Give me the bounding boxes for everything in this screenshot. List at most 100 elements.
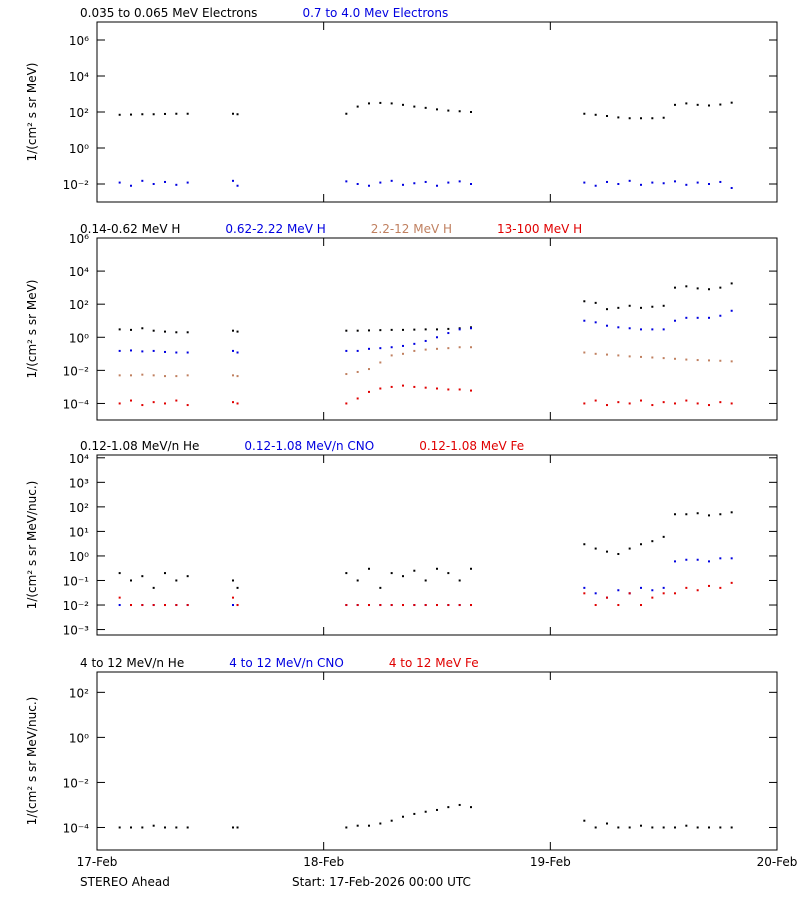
y-tick-label: 10² — [69, 298, 89, 312]
data-point — [617, 826, 620, 829]
data-point — [617, 326, 620, 329]
legend-entry: 13-100 MeV H — [497, 222, 582, 236]
data-point — [186, 351, 189, 354]
data-point — [685, 586, 688, 589]
data-point — [368, 604, 370, 607]
data-point — [368, 567, 370, 570]
data-point — [186, 181, 189, 184]
data-point — [696, 103, 699, 106]
data-point — [628, 327, 631, 330]
data-point — [232, 604, 234, 607]
data-point — [730, 360, 733, 363]
plot-frame — [96, 454, 778, 636]
data-point — [594, 399, 597, 402]
data-point — [685, 358, 688, 361]
data-point — [447, 332, 450, 335]
data-point — [345, 373, 348, 376]
data-point — [719, 401, 722, 404]
data-point — [390, 179, 393, 182]
data-point — [674, 513, 676, 516]
data-point — [651, 826, 654, 829]
data-point — [402, 604, 404, 607]
y-tick-label: 10⁶ — [69, 34, 89, 48]
data-point — [402, 352, 404, 355]
data-point — [470, 183, 472, 185]
data-point — [674, 826, 676, 829]
data-point — [130, 399, 132, 402]
data-point — [594, 826, 597, 829]
y-tick-label: 10⁻⁴ — [63, 397, 90, 411]
x-tick-label: 19-Feb — [530, 855, 571, 869]
data-point — [617, 604, 620, 607]
data-point — [606, 308, 608, 311]
data-point — [141, 327, 144, 330]
data-point — [390, 572, 393, 575]
data-point — [356, 349, 359, 352]
data-point — [436, 347, 438, 350]
data-point — [175, 399, 178, 402]
data-point — [379, 604, 382, 607]
data-point — [583, 592, 586, 595]
y-tick-label: 10⁴ — [69, 452, 89, 466]
data-point — [685, 824, 688, 827]
data-point — [130, 328, 132, 331]
data-point — [402, 328, 404, 331]
data-point — [118, 596, 121, 599]
data-point — [130, 374, 132, 377]
data-point — [236, 375, 239, 378]
data-point — [640, 399, 642, 402]
data-point — [436, 108, 438, 111]
data-point — [730, 402, 733, 405]
data-point — [175, 331, 178, 334]
data-point — [719, 586, 722, 589]
data-point — [730, 309, 733, 312]
data-point — [594, 592, 597, 595]
data-point — [651, 117, 654, 120]
data-point — [368, 329, 370, 332]
data-point — [368, 102, 370, 105]
data-point — [130, 604, 132, 607]
data-point — [662, 357, 665, 360]
data-point — [662, 592, 665, 595]
y-tick-label: 10⁰ — [69, 142, 89, 156]
data-point — [651, 328, 654, 331]
data-point — [696, 359, 699, 362]
footer-left: STEREO Ahead — [80, 875, 170, 889]
data-point — [458, 328, 461, 331]
data-point — [708, 404, 710, 407]
data-point — [345, 826, 348, 829]
data-point — [130, 349, 132, 352]
data-point — [470, 806, 472, 809]
data-point — [232, 349, 234, 352]
data-point — [118, 604, 121, 607]
data-point — [708, 560, 710, 563]
data-point — [628, 179, 631, 182]
data-point — [141, 604, 144, 607]
data-point — [232, 329, 234, 332]
data-point — [447, 604, 450, 607]
data-point — [719, 286, 722, 289]
data-point — [606, 353, 608, 356]
data-point — [696, 558, 699, 561]
data-point — [186, 374, 189, 377]
data-point — [651, 540, 654, 543]
data-point — [685, 513, 688, 516]
x-tick-label: 17-Feb — [77, 855, 118, 869]
data-point — [730, 186, 733, 189]
data-point — [368, 184, 370, 187]
data-point — [436, 336, 438, 339]
data-point — [152, 113, 155, 116]
data-point — [436, 808, 438, 811]
data-point — [118, 113, 121, 116]
y-axis-label: 1/(cm² s sr MeV/nuc.) — [25, 697, 39, 826]
data-point — [118, 181, 121, 184]
legend-entry: 0.12-1.08 MeV Fe — [419, 439, 524, 453]
data-point — [356, 370, 359, 373]
data-point — [130, 826, 132, 829]
data-point — [583, 351, 586, 354]
data-point — [708, 514, 710, 517]
data-point — [236, 586, 239, 589]
data-point — [164, 350, 166, 353]
data-point — [164, 112, 166, 115]
data-point — [617, 183, 620, 185]
